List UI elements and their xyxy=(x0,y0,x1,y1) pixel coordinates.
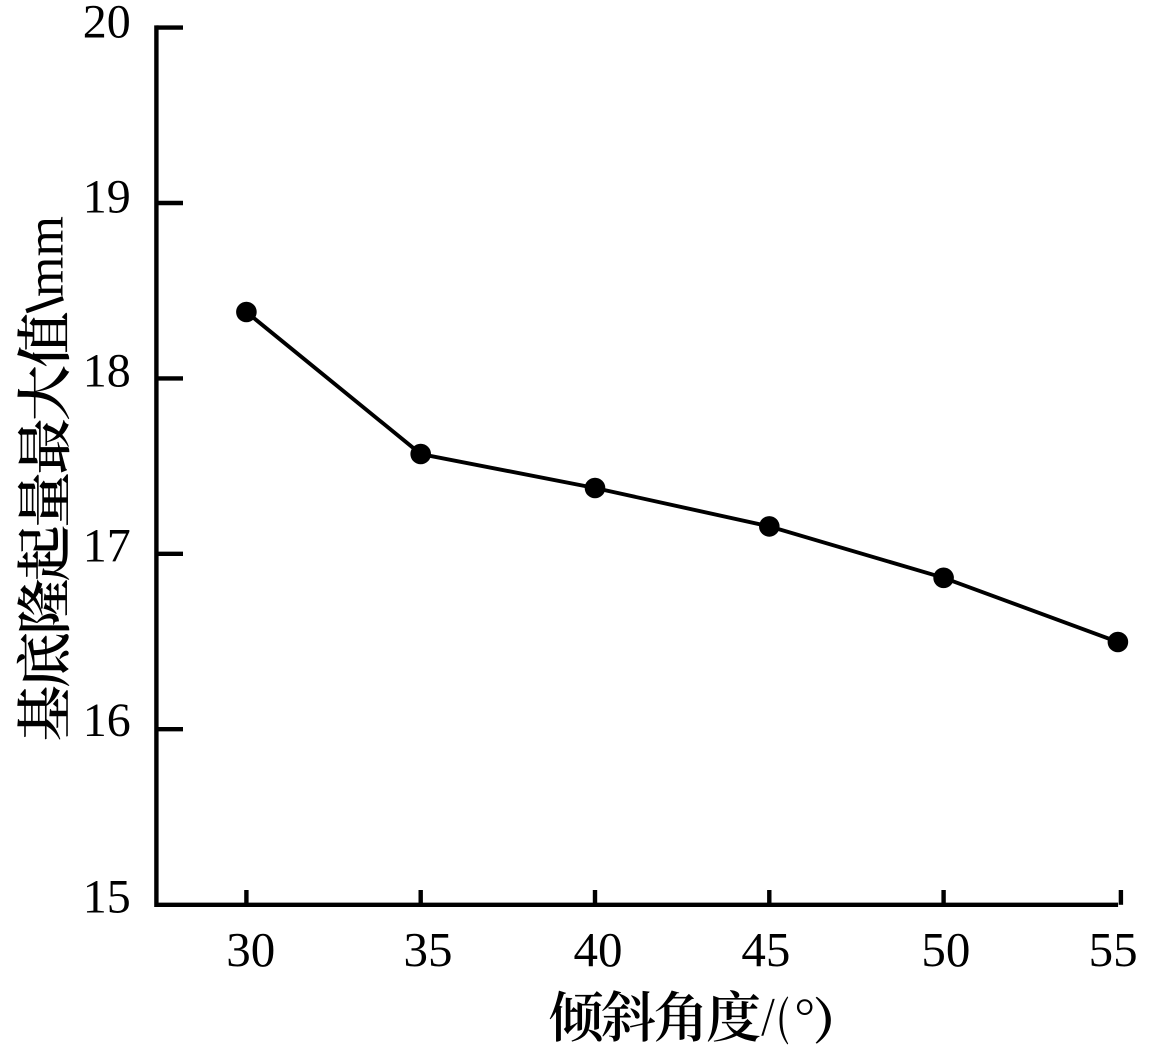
svg-text:17: 17 xyxy=(83,520,131,573)
svg-text:16: 16 xyxy=(83,694,131,747)
svg-text:35: 35 xyxy=(404,922,453,977)
svg-text:45: 45 xyxy=(741,922,790,977)
svg-text:18: 18 xyxy=(83,344,131,397)
svg-text:40: 40 xyxy=(574,922,623,977)
svg-text:20: 20 xyxy=(83,0,131,49)
svg-text:15: 15 xyxy=(83,870,131,923)
svg-text:30: 30 xyxy=(226,922,275,977)
svg-text:55: 55 xyxy=(1089,922,1138,977)
svg-text:19: 19 xyxy=(83,170,131,223)
svg-text:50: 50 xyxy=(921,922,970,977)
svg-text:mm: mm xyxy=(18,216,75,297)
